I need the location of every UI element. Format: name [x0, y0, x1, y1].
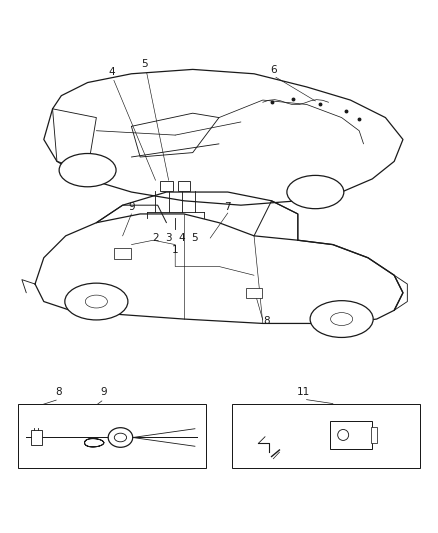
FancyBboxPatch shape	[114, 248, 131, 259]
Text: 8: 8	[263, 316, 269, 326]
FancyBboxPatch shape	[371, 427, 378, 443]
Ellipse shape	[59, 154, 116, 187]
FancyBboxPatch shape	[18, 405, 206, 468]
Text: 5: 5	[191, 233, 198, 243]
Ellipse shape	[114, 433, 127, 442]
Ellipse shape	[310, 301, 373, 337]
Text: 1: 1	[172, 245, 179, 255]
Text: 6: 6	[270, 64, 277, 75]
Ellipse shape	[338, 430, 349, 440]
Text: 7: 7	[224, 202, 231, 212]
Text: 3: 3	[165, 233, 172, 243]
FancyBboxPatch shape	[232, 405, 420, 468]
Text: 12: 12	[353, 450, 366, 461]
Text: 4: 4	[178, 233, 185, 243]
FancyBboxPatch shape	[160, 181, 173, 191]
Text: 4: 4	[108, 67, 115, 77]
Ellipse shape	[287, 175, 344, 209]
Text: 10: 10	[114, 450, 127, 461]
Text: 9: 9	[128, 202, 135, 212]
Ellipse shape	[85, 295, 107, 308]
FancyBboxPatch shape	[178, 181, 190, 191]
Text: 2: 2	[152, 233, 159, 243]
FancyBboxPatch shape	[330, 421, 372, 449]
Ellipse shape	[65, 283, 128, 320]
Text: 5: 5	[141, 59, 148, 69]
Ellipse shape	[108, 427, 133, 447]
Text: 13: 13	[260, 422, 272, 432]
Text: 9: 9	[101, 386, 107, 397]
Ellipse shape	[331, 313, 353, 326]
Text: 8: 8	[56, 386, 62, 397]
FancyBboxPatch shape	[31, 430, 42, 446]
FancyBboxPatch shape	[246, 288, 262, 297]
Text: 11: 11	[297, 386, 311, 397]
